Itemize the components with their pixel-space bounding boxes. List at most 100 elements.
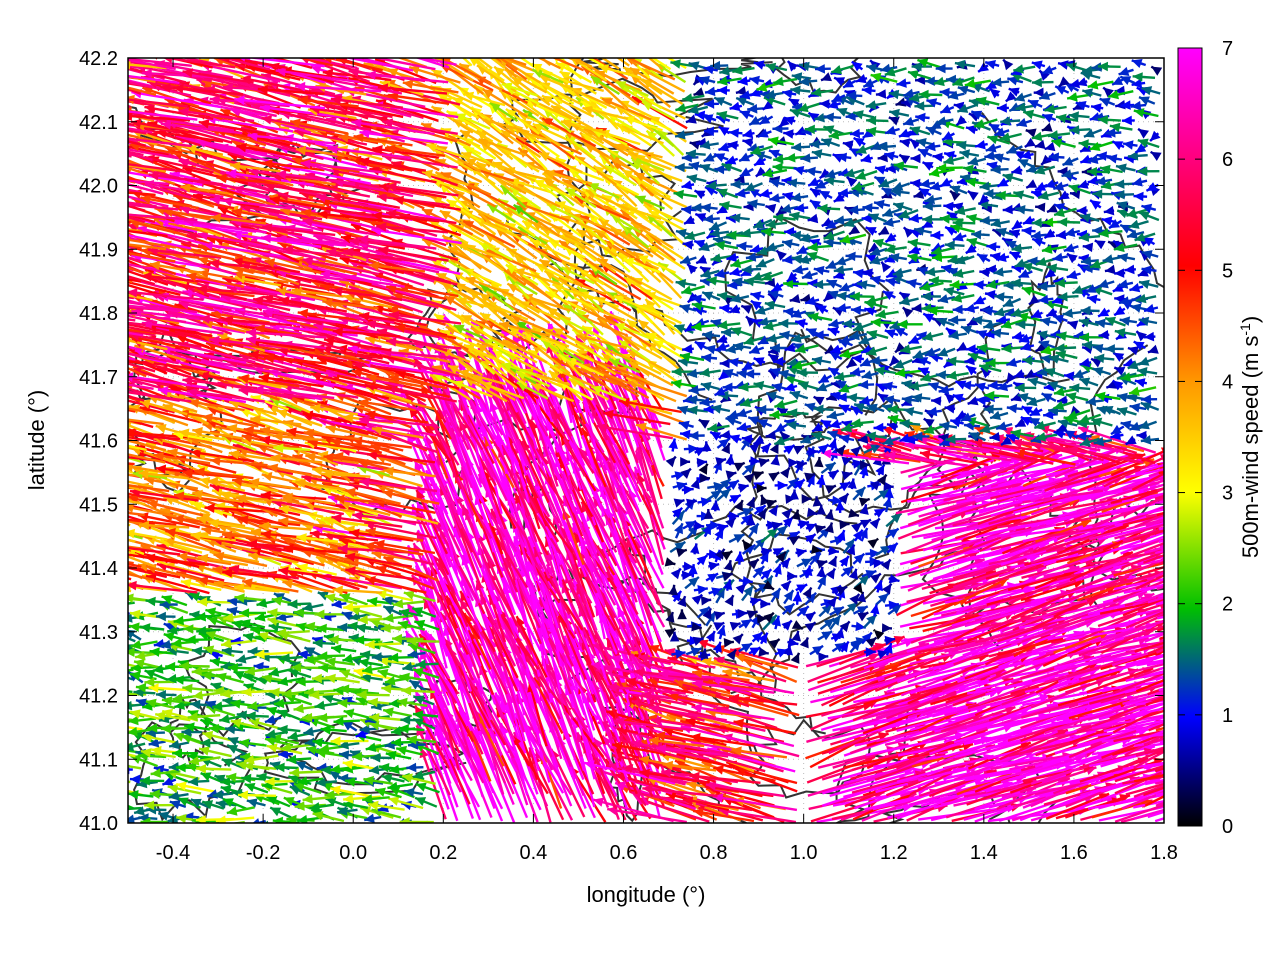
wind-vector-head: [364, 813, 375, 823]
wind-vector-head: [169, 739, 180, 750]
wind-vector: [428, 706, 473, 782]
wind-vector-head: [413, 770, 424, 780]
wind-vector-head: [266, 743, 278, 753]
wind-vector: [655, 746, 739, 758]
wind-vector-head: [406, 762, 417, 773]
wind-vector: [494, 692, 528, 781]
wind-vector: [806, 755, 876, 784]
wind-vector-head: [264, 776, 275, 787]
wind-vector-head: [297, 776, 308, 786]
wind-vector-head: [286, 814, 297, 823]
wind-vector-head: [195, 815, 206, 823]
wind-vector-head: [713, 765, 724, 775]
wind-vector: [550, 748, 586, 818]
wind-vector: [1111, 748, 1164, 773]
wind-vector: [878, 740, 956, 760]
wind-vector-head: [338, 750, 350, 760]
wind-vector-head: [406, 735, 418, 745]
contour-line: [128, 350, 220, 401]
wind-vector-head: [168, 791, 180, 801]
wind-vector: [583, 761, 676, 785]
wind-vector: [1091, 799, 1152, 819]
wind-vector-head: [639, 755, 650, 765]
wind-vector-head: [369, 765, 380, 775]
wind-vector: [1114, 764, 1164, 783]
wind-vector-head: [200, 738, 211, 748]
wind-vector-head: [404, 787, 415, 798]
wind-vector: [1125, 782, 1164, 796]
wind-vector: [865, 733, 966, 757]
wind-vector-head: [283, 797, 295, 806]
wind-vector-head: [396, 745, 407, 756]
wind-vector-head: [238, 790, 248, 800]
wind-vector-head: [312, 811, 324, 821]
wind-vector-head: [244, 782, 256, 792]
wind-vector-head: [148, 738, 160, 748]
wind-vector: [630, 740, 710, 761]
wind-vector-head: [158, 811, 170, 821]
wind-vector-head: [175, 762, 186, 773]
wind-vector: [128, 753, 136, 758]
wind-vector-head: [378, 803, 389, 813]
wind-vector-head: [226, 806, 238, 816]
wind-vector: [694, 750, 766, 773]
wind-vector-head: [318, 743, 330, 754]
wind-vector-head: [236, 760, 248, 770]
wind-vector-head: [227, 745, 239, 754]
wind-vector: [636, 797, 710, 823]
wind-vector: [940, 785, 1029, 806]
wind-vector: [457, 706, 495, 794]
wind-vector-head: [176, 781, 187, 791]
wind-vector-head: [278, 749, 289, 759]
wind-vector: [611, 736, 685, 760]
wind-vector: [718, 808, 797, 823]
wind-vector-head: [686, 780, 698, 790]
wind-vector: [1144, 747, 1164, 755]
wind-vector-head: [387, 781, 398, 792]
wind-vector: [539, 690, 572, 768]
wind-vector-head: [593, 797, 604, 807]
wind-vector-head: [294, 801, 305, 811]
wind-vector: [421, 698, 459, 784]
wind-vector: [1112, 792, 1164, 806]
wind-vector-head: [375, 787, 386, 797]
wind-vector-head: [167, 783, 179, 794]
wind-vector-head: [220, 785, 232, 795]
wind-vector-head: [227, 737, 239, 746]
wind-vector: [934, 766, 1026, 785]
wind-vector-head: [362, 794, 373, 804]
wind-vector-head: [172, 748, 183, 759]
wind-vector: [1133, 808, 1164, 820]
wind-vector: [415, 724, 451, 796]
wind-vector-head: [239, 738, 250, 748]
wind-vector: [692, 809, 755, 823]
wind-vector-head: [140, 817, 151, 823]
wind-vector-head: [221, 758, 233, 768]
wind-vector-head: [402, 773, 413, 783]
wind-vector: [432, 702, 472, 796]
wind-vector: [642, 787, 718, 798]
wind-vector: [507, 676, 541, 771]
wind-vector-head: [272, 816, 284, 823]
wind-vector-head: [265, 736, 276, 746]
wind-vector: [713, 766, 776, 782]
wind-vector-head: [631, 739, 642, 749]
wind-vector-head: [149, 789, 160, 799]
wind-vector-head: [337, 806, 348, 816]
contour-line: [587, 504, 858, 557]
wind-vector-head: [360, 806, 372, 816]
wind-vector: [920, 781, 1013, 807]
wind-vector-head: [391, 737, 402, 748]
wind-vector: [1147, 810, 1164, 819]
wind-vector-head: [202, 800, 214, 810]
wind-vector-head: [252, 818, 260, 823]
wind-vector-head: [731, 746, 742, 756]
wind-vector: [548, 721, 587, 809]
wind-vector-head: [712, 793, 724, 803]
contour-line: [756, 331, 894, 502]
wind-vector-head: [139, 775, 150, 786]
wind-vector: [128, 742, 146, 750]
wind-vector: [1143, 762, 1164, 770]
wind-vector-head: [241, 773, 252, 784]
wind-vector-head: [385, 750, 397, 760]
